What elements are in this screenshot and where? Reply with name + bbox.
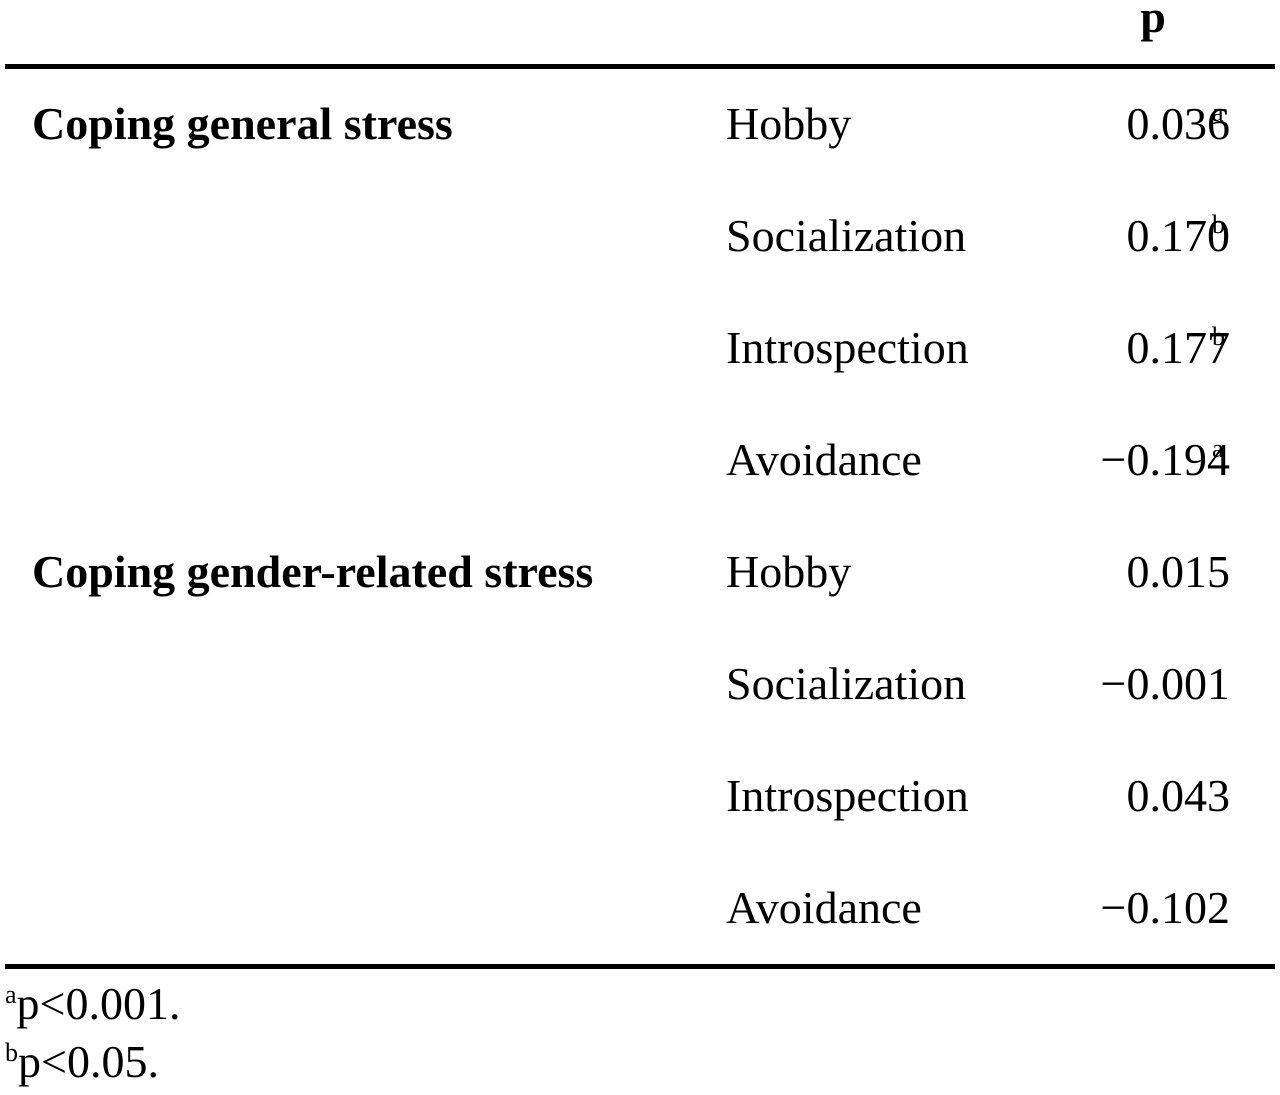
- strategy-label: Avoidance: [726, 434, 922, 485]
- table-row: Socialization −0.001: [0, 656, 1280, 768]
- column-header-p: p: [1140, 0, 1166, 42]
- footnote-b: bp<0.05.: [5, 1036, 159, 1088]
- strategy-label: Socialization: [726, 658, 967, 709]
- value-number: 0.036: [1126, 98, 1231, 149]
- value-cell: −0.102: [1000, 880, 1230, 936]
- table-row: Socialization 0.170 b: [0, 208, 1280, 320]
- value-number: 0.170: [1126, 210, 1231, 261]
- strategy-label: Introspection: [726, 770, 969, 821]
- footnote-text: p<0.001.: [16, 978, 181, 1029]
- footnote-mark: a: [5, 980, 17, 1009]
- footnote-a: ap<0.001.: [5, 978, 181, 1030]
- strategy-label: Hobby: [726, 98, 852, 149]
- value-cell: 0.036: [1000, 96, 1231, 152]
- strategy-label: Avoidance: [726, 882, 922, 933]
- top-rule: [5, 64, 1275, 69]
- group-label: Coping gender-related stress: [32, 546, 594, 597]
- group-label: Coping general stress: [32, 98, 453, 149]
- strategy-label: Socialization: [726, 210, 967, 261]
- bottom-rule: [5, 964, 1275, 969]
- table-row: Coping general stress Hobby 0.036 a: [0, 96, 1280, 208]
- value-cell: −0.194: [1000, 432, 1230, 488]
- value-superscript: a: [1212, 98, 1224, 127]
- value-superscript: a: [1212, 434, 1224, 463]
- value-cell: 0.170: [1000, 208, 1231, 264]
- strategy-label: Hobby: [726, 546, 852, 597]
- table-row: Introspection 0.043: [0, 768, 1280, 880]
- table-row: Avoidance −0.102: [0, 880, 1280, 992]
- table-row: Coping gender-related stress Hobby 0.015: [0, 544, 1280, 656]
- table-row: Introspection 0.177 b: [0, 320, 1280, 432]
- footnote-mark: b: [5, 1038, 18, 1067]
- value-number: 0.043: [1126, 770, 1231, 821]
- value-superscript: b: [1212, 210, 1225, 239]
- value-cell: 0.015: [1000, 544, 1231, 600]
- value-number: −0.102: [1100, 882, 1230, 933]
- value-number: −0.001: [1100, 658, 1230, 709]
- value-cell: 0.043: [1000, 768, 1231, 824]
- footnote-text: p<0.05.: [18, 1036, 159, 1087]
- value-cell: 0.177: [1000, 320, 1231, 376]
- value-number: 0.015: [1126, 546, 1231, 597]
- value-cell: −0.001: [1000, 656, 1230, 712]
- value-number: −0.194: [1100, 434, 1230, 485]
- value-number: 0.177: [1126, 322, 1231, 373]
- strategy-label: Introspection: [726, 322, 969, 373]
- value-superscript: b: [1212, 322, 1225, 351]
- table-row: Avoidance −0.194 a: [0, 432, 1280, 544]
